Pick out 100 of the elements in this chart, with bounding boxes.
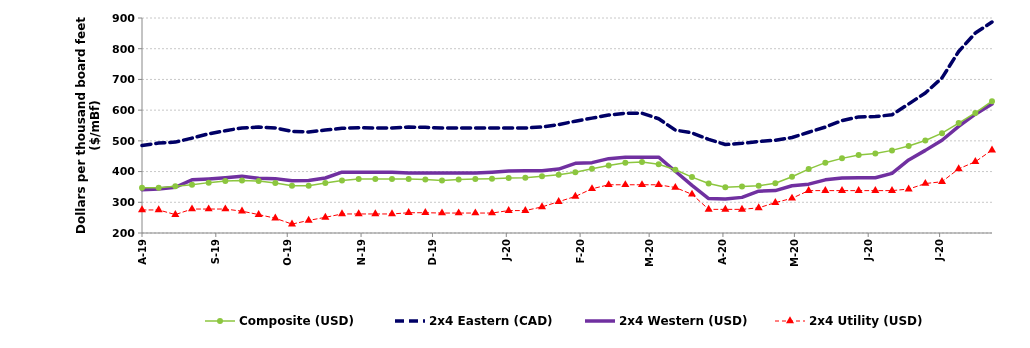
- point: [789, 173, 795, 180]
- point: [872, 150, 879, 157]
- point: [854, 185, 863, 193]
- point: [137, 205, 147, 213]
- point: [972, 109, 979, 116]
- point: [772, 180, 779, 187]
- point: [389, 175, 395, 182]
- point: [905, 143, 912, 150]
- point: [155, 184, 162, 191]
- y-tick-label: 300: [112, 196, 136, 210]
- point: [487, 208, 497, 216]
- x-tick-label: M-20: [788, 238, 800, 268]
- point: [372, 175, 379, 182]
- point: [539, 173, 545, 180]
- legend-label: 2x4 Eastern (CAD): [429, 314, 553, 329]
- x-tick-label: J-20: [862, 238, 874, 262]
- legend-label: Composite (USD): [239, 314, 355, 329]
- point: [437, 208, 447, 216]
- point: [537, 202, 547, 210]
- point: [805, 166, 812, 173]
- point: [205, 179, 212, 186]
- x-tick-label: A-19: [136, 238, 148, 265]
- point: [654, 180, 663, 188]
- point: [621, 180, 630, 188]
- legend-label: 2x4 Western (USD): [619, 314, 748, 329]
- point: [305, 182, 312, 189]
- point: [989, 98, 995, 105]
- y-tick-label: 600: [112, 103, 136, 117]
- point: [705, 180, 712, 187]
- point: [387, 209, 397, 217]
- x-tick-label: J-20: [934, 238, 946, 262]
- x-tick-label: O-19: [281, 238, 293, 266]
- point: [421, 208, 430, 216]
- point: [505, 175, 512, 182]
- point: [754, 203, 763, 211]
- y-tick-label: 900: [112, 11, 136, 25]
- point: [555, 171, 562, 178]
- point: [171, 209, 180, 217]
- point: [289, 182, 295, 189]
- point: [655, 161, 662, 168]
- point: [689, 174, 695, 181]
- point: [971, 157, 980, 165]
- y-tick-label: 700: [112, 73, 136, 87]
- point: [771, 197, 780, 205]
- point: [955, 120, 962, 127]
- point: [321, 212, 330, 220]
- point: [589, 165, 595, 172]
- point: [939, 130, 945, 137]
- point: [521, 205, 530, 213]
- point: [405, 175, 412, 182]
- point: [887, 185, 897, 193]
- point: [922, 137, 929, 144]
- line-series: [140, 20, 994, 148]
- point: [272, 179, 279, 186]
- point: [304, 215, 313, 223]
- point: [837, 185, 847, 193]
- point: [554, 197, 563, 204]
- point: [937, 177, 947, 185]
- point: [755, 182, 762, 189]
- point: [889, 147, 895, 154]
- point: [622, 159, 629, 166]
- x-tick-label: S-19: [210, 238, 222, 265]
- point: [855, 151, 862, 158]
- point: [604, 180, 613, 188]
- point: [721, 204, 730, 212]
- point: [672, 166, 679, 173]
- point: [572, 169, 579, 176]
- point: [821, 185, 830, 193]
- point: [139, 184, 145, 191]
- point: [355, 175, 362, 182]
- point: [237, 206, 247, 214]
- y-axis-title: Dollars per thousand board feet ($/mBf): [73, 16, 103, 235]
- point: [639, 159, 645, 166]
- y-tick-label: 800: [112, 42, 136, 56]
- point: [255, 178, 262, 185]
- point: [571, 191, 580, 199]
- point: [371, 209, 380, 217]
- point: [222, 178, 229, 185]
- point: [722, 184, 729, 191]
- point: [822, 159, 829, 166]
- point: [404, 208, 413, 216]
- point: [605, 162, 612, 169]
- point: [587, 184, 597, 192]
- point: [271, 213, 280, 221]
- point: [787, 193, 797, 201]
- point: [322, 179, 329, 186]
- point: [337, 209, 347, 217]
- x-tick-label: D-19: [426, 238, 438, 266]
- point: [739, 183, 745, 190]
- point: [871, 185, 880, 193]
- x-tick-label: M-20: [643, 238, 655, 268]
- point: [489, 175, 495, 182]
- y-tick-label: 200: [112, 226, 136, 240]
- point: [439, 177, 445, 184]
- point: [954, 164, 963, 172]
- point: [239, 177, 245, 184]
- point: [522, 174, 529, 181]
- point: [737, 204, 747, 212]
- legend-label: 2x4 Utility (USD): [809, 314, 923, 329]
- y-tick-label: 400: [112, 165, 136, 179]
